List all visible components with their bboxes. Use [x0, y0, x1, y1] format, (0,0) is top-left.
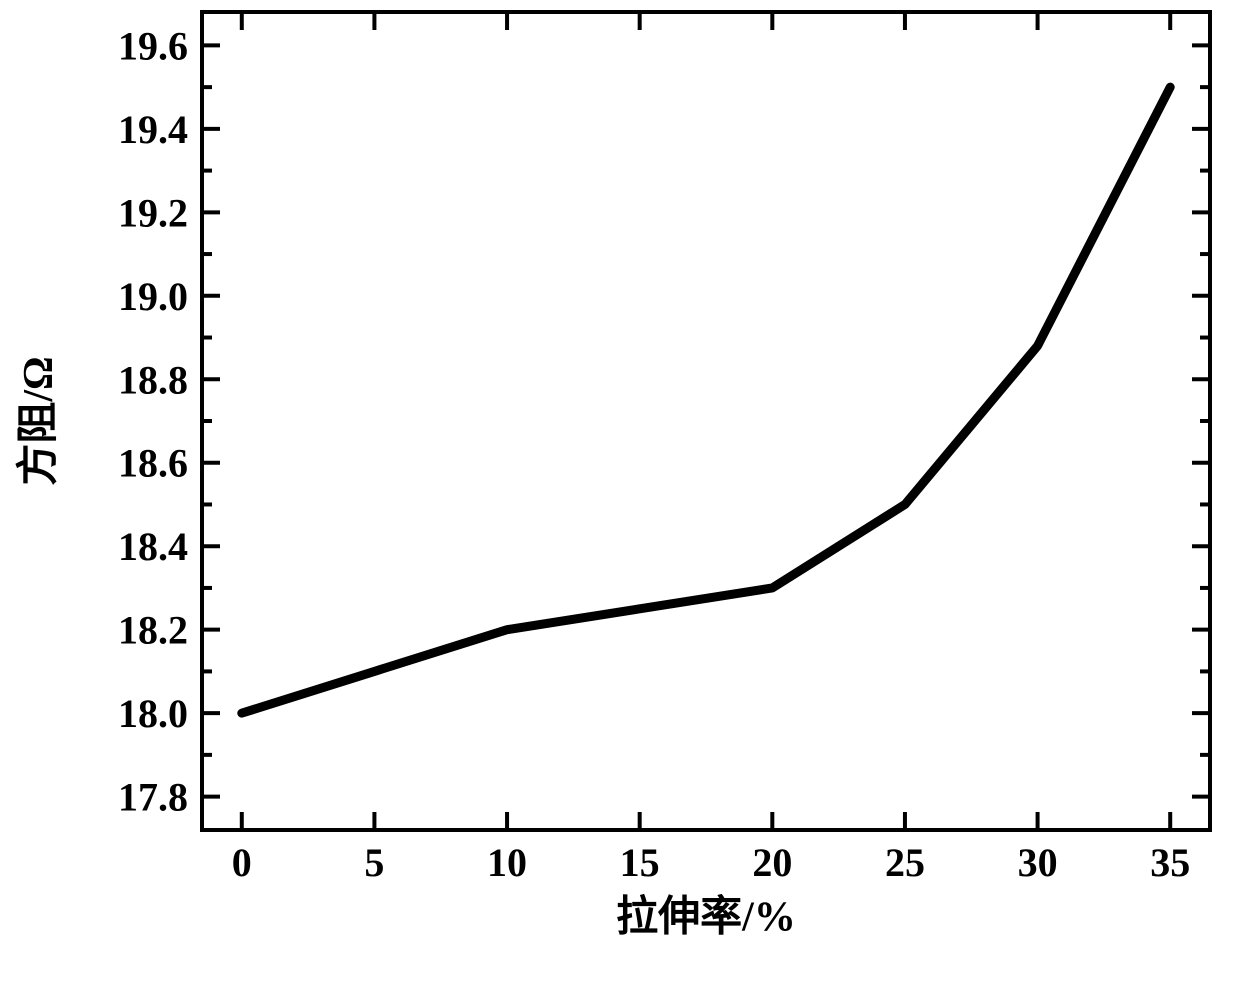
x-tick-label: 20	[752, 840, 792, 885]
x-tick-label: 10	[487, 840, 527, 885]
x-axis-label: 拉伸率/%	[616, 894, 796, 941]
y-tick-label: 18.4	[118, 524, 188, 569]
y-tick-label: 19.2	[118, 190, 188, 235]
x-tick-label: 15	[620, 840, 660, 885]
y-axis-label: 方阻/Ω	[15, 356, 62, 485]
y-tick-label: 19.4	[118, 107, 188, 152]
y-tick-label: 19.6	[118, 23, 188, 68]
y-tick-label: 18.2	[118, 608, 188, 653]
x-tick-label: 0	[232, 840, 252, 885]
y-tick-label: 18.6	[118, 441, 188, 486]
chart-container: 0 5 10 15 20 25 30 35 17.8 18.0 18.2 18.4 18.6 18.8 19…	[0, 0, 1240, 983]
y-tick-label: 18.8	[118, 357, 188, 402]
x-tick-label: 30	[1018, 840, 1058, 885]
x-tick-label: 5	[364, 840, 384, 885]
y-tick-label: 17.8	[118, 775, 188, 820]
y-tick-label: 19.0	[118, 274, 188, 319]
x-tick-label: 35	[1150, 840, 1190, 885]
line-chart: 0 5 10 15 20 25 30 35 17.8 18.0 18.2 18.4 18.6 18.8 19…	[0, 0, 1240, 983]
x-tick-label: 25	[885, 840, 925, 885]
y-tick-label: 18.0	[118, 691, 188, 736]
